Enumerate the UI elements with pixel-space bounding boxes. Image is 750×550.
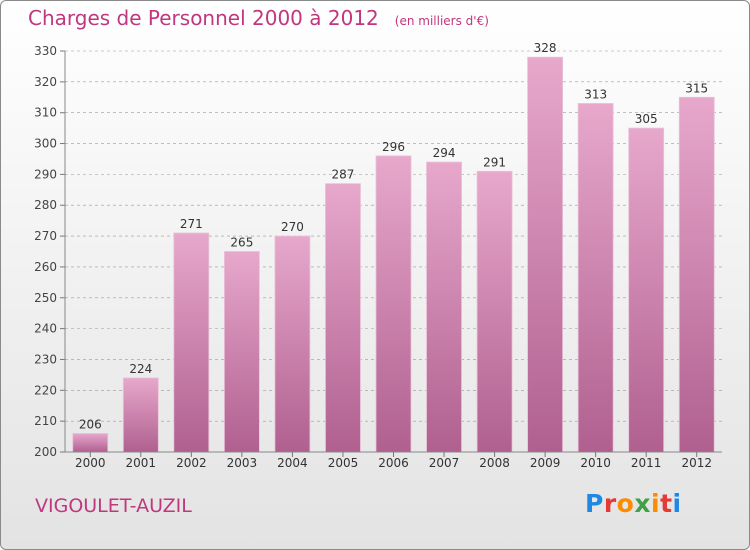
logo-letter: P	[585, 489, 604, 518]
x-tick-label-2004: 2004	[277, 456, 308, 470]
logo-letter: i	[672, 489, 682, 518]
bar-2009	[527, 56, 564, 453]
bar-2002	[173, 232, 210, 453]
chart-subtitle: (en milliers d'€)	[394, 14, 489, 28]
proxiti-logo[interactable]: Proxiti	[585, 489, 682, 518]
logo-letter: i	[651, 489, 661, 518]
y-tick-label: 330	[34, 44, 57, 58]
y-tick-label: 250	[34, 291, 57, 305]
logo-letter: r	[603, 489, 617, 518]
x-tick-label-2011: 2011	[631, 456, 662, 470]
axes	[60, 50, 722, 457]
value-label-2011: 305	[635, 112, 658, 126]
x-tick-label-2010: 2010	[580, 456, 611, 470]
title-block: Charges de Personnel 2000 à 2012 (en mill…	[28, 6, 489, 30]
bar-2007	[426, 161, 462, 453]
logo-letter: t	[660, 489, 673, 518]
x-tick-label-2007: 2007	[429, 456, 460, 470]
value-label-2000: 206	[79, 417, 102, 431]
y-tick-label: 240	[34, 322, 57, 336]
y-tick-label: 210	[34, 414, 57, 428]
x-tick-label-2003: 2003	[227, 456, 258, 470]
y-tick-label: 280	[34, 198, 57, 212]
bar-2010	[577, 103, 614, 453]
bar-2008	[476, 170, 513, 453]
value-label-2003: 265	[230, 236, 253, 250]
x-tick-label-2005: 2005	[328, 456, 359, 470]
value-label-2006: 296	[382, 140, 405, 154]
y-tick-label: 230	[34, 352, 57, 366]
bar-2003	[223, 251, 260, 453]
y-tick-label: 260	[34, 260, 57, 274]
chart-title: Charges de Personnel 2000 à 2012	[28, 6, 379, 30]
bar-2005	[325, 183, 361, 453]
y-tick-label: 200	[34, 445, 57, 459]
bar-2004	[274, 235, 311, 453]
x-tick-label-2009: 2009	[530, 456, 561, 470]
x-tick-label-2012: 2012	[681, 456, 712, 470]
value-label-2009: 328	[534, 41, 557, 55]
y-tick-label: 270	[34, 229, 57, 243]
commune-name: VIGOULET-AUZIL	[35, 495, 192, 517]
x-tick-label-2001: 2001	[126, 456, 157, 470]
logo-letter: o	[616, 489, 635, 518]
labels: 200 210 220 230 240 250 260 270 280 290 300 310 320 3…	[34, 41, 712, 470]
value-label-2012: 315	[685, 81, 708, 95]
y-tick-label: 220	[34, 383, 57, 397]
y-tick-label: 300	[34, 137, 57, 151]
value-label-2008: 291	[483, 155, 506, 169]
bar-2001	[122, 377, 159, 453]
y-tick-label: 320	[34, 75, 57, 89]
x-tick-label-2006: 2006	[378, 456, 409, 470]
value-label-2005: 287	[332, 168, 355, 182]
bar-2000	[72, 433, 109, 453]
x-tick-label-2002: 2002	[176, 456, 207, 470]
bar-2012	[678, 96, 715, 453]
logo-letter: x	[634, 489, 651, 518]
y-tick-label: 290	[34, 167, 57, 181]
y-tick-label: 310	[34, 106, 57, 120]
bar-2011	[628, 127, 665, 453]
x-tick-label-2000: 2000	[75, 456, 106, 470]
value-label-2007: 294	[433, 146, 456, 160]
value-label-2002: 271	[180, 217, 203, 231]
value-label-2010: 313	[584, 87, 607, 101]
bars	[72, 56, 715, 453]
value-label-2004: 270	[281, 220, 304, 234]
value-label-2001: 224	[129, 362, 152, 376]
x-tick-label-2008: 2008	[479, 456, 510, 470]
bar-2006	[375, 155, 412, 453]
